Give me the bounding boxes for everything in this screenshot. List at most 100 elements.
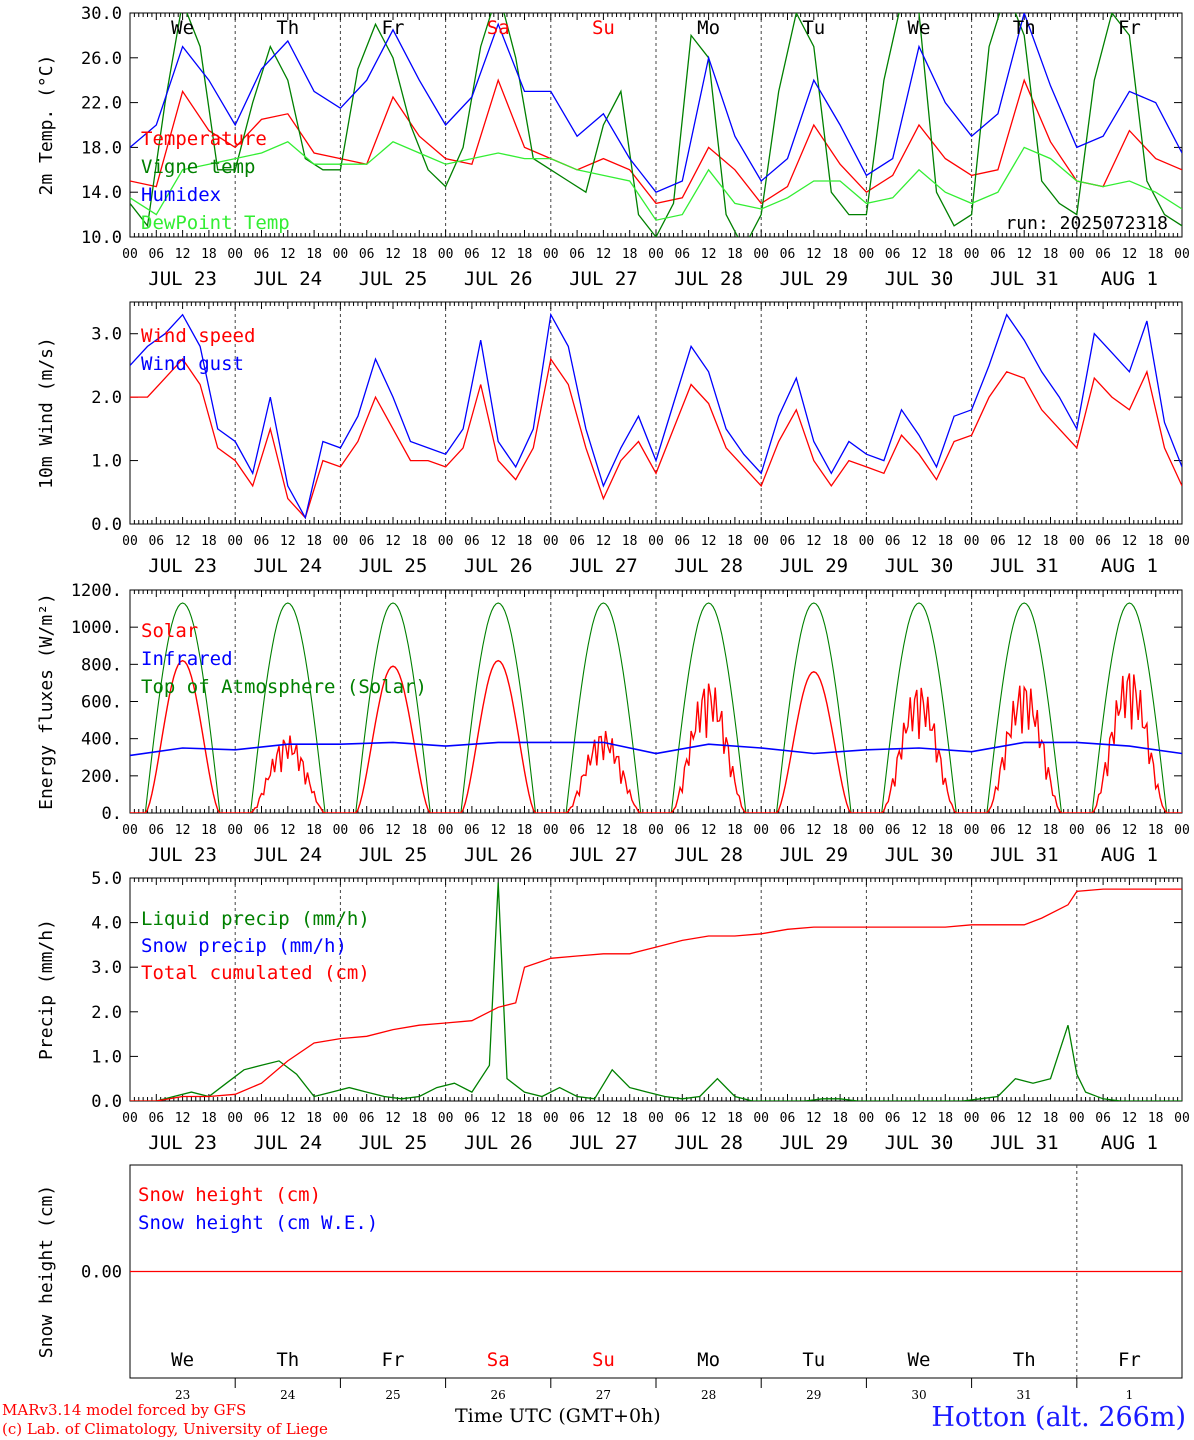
toa-solar-line: [235, 602, 341, 813]
hour-tick-label: 06: [674, 1111, 690, 1126]
toa-solar-line: [550, 602, 656, 813]
y-tick-label: 18.0: [81, 138, 122, 158]
time-axis-label: Time UTC (GMT+0h): [455, 1405, 661, 1427]
hour-tick-label: 12: [490, 534, 506, 549]
hour-tick-label: 18: [517, 823, 533, 838]
date-label: JUL 24: [253, 1132, 322, 1154]
hour-tick-label: 06: [990, 534, 1006, 549]
hour-tick-label: 12: [175, 1111, 191, 1126]
hour-tick-label: 12: [385, 247, 401, 262]
solar-line: [971, 684, 1077, 813]
solar-line: [656, 683, 762, 813]
hour-tick-label: 12: [596, 1111, 612, 1126]
hour-tick-label: 18: [832, 823, 848, 838]
date-label: JUL 27: [569, 268, 638, 290]
weekday-label: We: [908, 17, 931, 39]
y-tick-label: 14.0: [81, 183, 122, 203]
hour-tick-label: 00: [753, 1111, 769, 1126]
legend-entry: Liquid precip (mm/h): [141, 908, 370, 930]
hour-tick-label: 06: [464, 1111, 480, 1126]
hour-tick-label: 18: [727, 534, 743, 549]
hour-tick-label: 00: [227, 1111, 243, 1126]
legend-entry: Total cumulated (cm): [141, 962, 370, 984]
solar-line: [761, 671, 867, 813]
y-tick-label: 0.: [102, 804, 122, 824]
series-group: [130, 13, 1182, 237]
hour-tick-label: 00: [859, 247, 875, 262]
weekday-label: Mo: [697, 1349, 720, 1371]
date-label: JUL 30: [885, 1132, 954, 1154]
hour-tick-label: 06: [1095, 534, 1111, 549]
hour-tick-label: 00: [964, 823, 980, 838]
hour-tick-label: 00: [227, 823, 243, 838]
hour-tick-label: 12: [280, 823, 296, 838]
hour-tick-label: 12: [1122, 534, 1138, 549]
day-number: 31: [1017, 1388, 1032, 1402]
date-label: JUL 28: [674, 1132, 743, 1154]
hour-tick-label: 18: [306, 823, 322, 838]
series-group: [130, 602, 1182, 813]
hour-tick-label: 12: [1122, 823, 1138, 838]
y-tick-label: 400.: [81, 730, 122, 750]
hour-tick-label: 06: [885, 823, 901, 838]
hour-tick-label: 12: [385, 823, 401, 838]
hour-tick-label: 18: [622, 534, 638, 549]
y-tick-label: 1.0: [91, 1047, 122, 1067]
hour-tick-label: 06: [359, 823, 375, 838]
weekday-label: Tu: [802, 17, 825, 39]
hour-tick-label: 18: [937, 823, 953, 838]
hour-tick-label: 12: [806, 1111, 822, 1126]
y-tick-label: 600.: [81, 693, 122, 713]
y-tick-label: 3.0: [91, 958, 122, 978]
infrared-line: [130, 741, 1182, 757]
hour-tick-label: 18: [727, 247, 743, 262]
weekday-label: Mo: [697, 17, 720, 39]
date-label: JUL 24: [253, 268, 322, 290]
hour-tick-label: 00: [1174, 823, 1190, 838]
hour-tick-label: 18: [832, 534, 848, 549]
series-line-liquid-precip-mm-h-: [130, 882, 1182, 1101]
hour-tick-label: 06: [569, 247, 585, 262]
legend-entry: Infrared: [141, 648, 233, 670]
hour-tick-label: 06: [1095, 247, 1111, 262]
hour-tick-label: 12: [280, 247, 296, 262]
hour-tick-label: 00: [1174, 1111, 1190, 1126]
y-tick-label: 3.0: [91, 325, 122, 345]
hour-tick-label: 00: [859, 534, 875, 549]
hour-tick-label: 18: [1043, 534, 1059, 549]
date-label: JUL 25: [359, 268, 428, 290]
hour-tick-label: 00: [438, 823, 454, 838]
hour-tick-label: 12: [911, 823, 927, 838]
hour-tick-label: 12: [280, 534, 296, 549]
day-number: 25: [385, 1388, 400, 1402]
toa-solar-line: [656, 602, 762, 813]
y-tick-label: 800.: [81, 655, 122, 675]
hour-tick-label: 18: [411, 247, 427, 262]
hour-tick-label: 12: [175, 534, 191, 549]
y-tick-label: 4.0: [91, 914, 122, 934]
hour-tick-label: 18: [201, 247, 217, 262]
legend-entry: Humidex: [141, 184, 221, 206]
hour-tick-label: 06: [990, 823, 1006, 838]
hour-tick-label: 06: [359, 1111, 375, 1126]
hour-tick-label: 18: [306, 1111, 322, 1126]
hour-tick-label: 18: [1148, 823, 1164, 838]
hour-tick-label: 18: [622, 1111, 638, 1126]
date-label: JUL 27: [569, 844, 638, 866]
lab-credit: (c) Lab. of Climatology, University of L…: [2, 1420, 328, 1438]
y-tick-label: 0.0: [91, 515, 122, 535]
hour-tick-label: 00: [122, 823, 138, 838]
date-label: JUL 31: [990, 268, 1059, 290]
hour-tick-label: 18: [1043, 247, 1059, 262]
hour-tick-label: 12: [385, 1111, 401, 1126]
solar-line: [866, 687, 972, 813]
hour-tick-label: 18: [411, 534, 427, 549]
hour-tick-label: 12: [1016, 823, 1032, 838]
hour-tick-label: 00: [1174, 534, 1190, 549]
hour-tick-label: 06: [885, 247, 901, 262]
hour-tick-label: 06: [1095, 1111, 1111, 1126]
legend-entry: Top of Atmosphere (Solar): [141, 676, 427, 698]
y-tick-label: 200.: [81, 767, 122, 787]
panel-3: 00 06 12 18 JUL 23 00 06 12 18 JUL 24 00 06 12 18 JUL …: [36, 581, 1190, 866]
hour-tick-label: 18: [727, 1111, 743, 1126]
